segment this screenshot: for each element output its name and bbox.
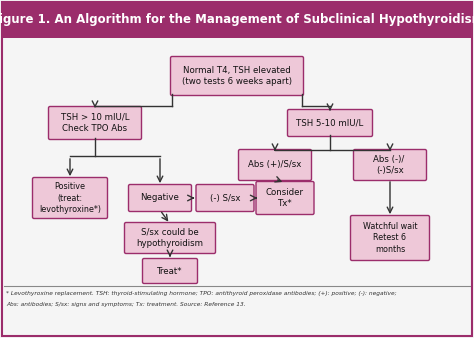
FancyBboxPatch shape xyxy=(256,182,314,215)
FancyBboxPatch shape xyxy=(171,56,303,96)
Text: Negative: Negative xyxy=(141,193,180,202)
Text: (-) S/sx: (-) S/sx xyxy=(210,193,240,202)
FancyBboxPatch shape xyxy=(350,216,429,261)
FancyBboxPatch shape xyxy=(238,149,311,180)
FancyBboxPatch shape xyxy=(33,177,108,218)
Text: Abs (-)/ 
(-)S/sx: Abs (-)/ (-)S/sx xyxy=(373,155,407,175)
Text: Figure 1. An Algorithm for the Management of Subclinical Hypothyroidism: Figure 1. An Algorithm for the Managemen… xyxy=(0,14,474,26)
Text: TSH 5-10 mIU/L: TSH 5-10 mIU/L xyxy=(296,119,364,127)
Text: Abs (+)/S/sx: Abs (+)/S/sx xyxy=(248,161,301,169)
FancyBboxPatch shape xyxy=(354,149,427,180)
FancyBboxPatch shape xyxy=(48,106,142,140)
Text: Positive
(treat:
levothyroxine*): Positive (treat: levothyroxine*) xyxy=(39,183,101,214)
Text: Consider
Tx*: Consider Tx* xyxy=(266,188,304,208)
FancyBboxPatch shape xyxy=(288,110,373,137)
FancyBboxPatch shape xyxy=(143,259,198,284)
FancyBboxPatch shape xyxy=(125,222,216,254)
Text: Normal T4, TSH elevated
(two tests 6 weeks apart): Normal T4, TSH elevated (two tests 6 wee… xyxy=(182,66,292,86)
Text: TSH > 10 mIU/L
Check TPO Abs: TSH > 10 mIU/L Check TPO Abs xyxy=(61,113,129,133)
Bar xyxy=(2,2,472,38)
Text: Treat*: Treat* xyxy=(157,266,183,275)
FancyBboxPatch shape xyxy=(196,185,254,212)
Text: Abs: antibodies; S/sx: signs and symptoms; Tx: treatment. Source: Reference 13.: Abs: antibodies; S/sx: signs and symptom… xyxy=(6,302,246,307)
Text: Watchful wait
Retest 6
months: Watchful wait Retest 6 months xyxy=(363,222,417,254)
Text: * Levothyroxine replacement. TSH: thyroid-stimulating hormone; TPO: antithyroid : * Levothyroxine replacement. TSH: thyroi… xyxy=(6,291,397,296)
FancyBboxPatch shape xyxy=(128,185,191,212)
Text: S/sx could be
hypothyroidism: S/sx could be hypothyroidism xyxy=(137,228,203,248)
